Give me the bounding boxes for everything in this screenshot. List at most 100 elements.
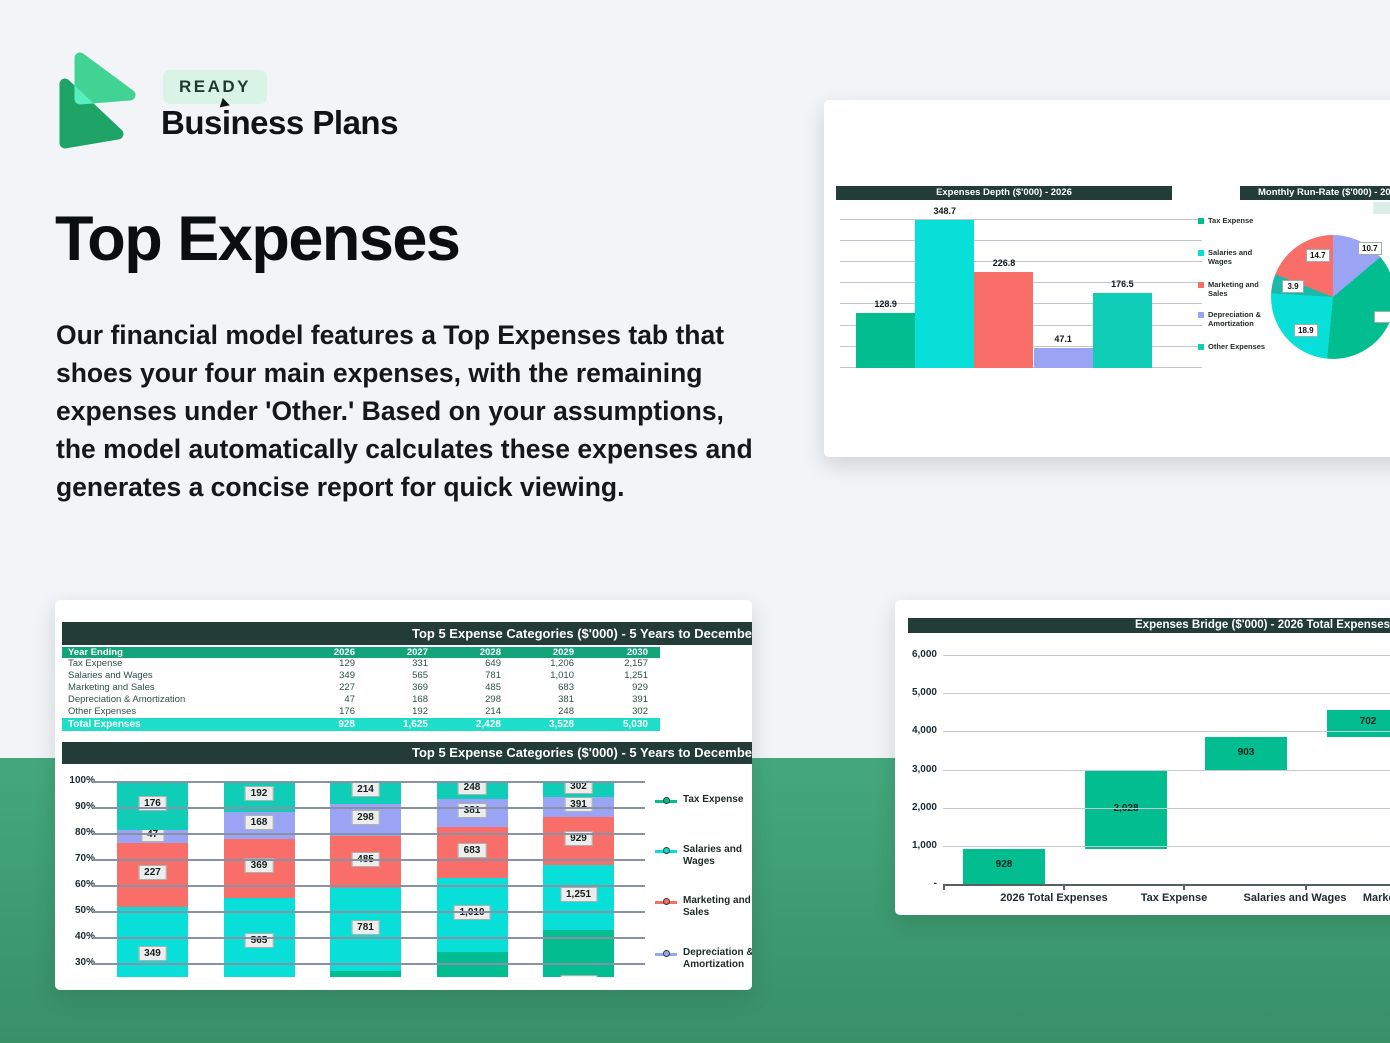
pie-slice-label: 10.7	[1358, 242, 1382, 255]
cell-value: 369	[412, 682, 428, 693]
stacked-bar: 12934922747176	[117, 781, 188, 977]
cell-value: 1,010	[550, 670, 574, 681]
row-label: Tax Expense	[68, 658, 123, 669]
cell-value: 3,528	[548, 719, 574, 730]
pie-slice-label: 3.9	[1282, 280, 1304, 293]
row-label: Depreciation & Amortization	[68, 694, 186, 705]
cell-value: 214	[485, 706, 501, 717]
gridline	[840, 261, 1202, 262]
bar	[1033, 348, 1093, 368]
table-row: Other Expenses 176 192 214 248 302	[62, 706, 660, 718]
y-axis-tick-label: 100%	[69, 775, 95, 786]
waterfall-value-label: 903	[1237, 746, 1255, 758]
gridline	[93, 911, 645, 913]
legend-marker-dot	[663, 797, 670, 804]
run-rate-pie	[1271, 235, 1390, 359]
legend-label: Marketing and Sales	[1208, 280, 1259, 298]
table-row: Marketing and Sales 227 369 485 683 929	[62, 682, 660, 694]
gridline	[943, 769, 1390, 771]
stacked-bar-plot: 1293492274717633156536916819264978148529…	[100, 781, 645, 977]
y-axis-tick-label: 30%	[74, 957, 95, 968]
card-expenses-depth: Expenses Depth ($'000) - 2026 Monthly Ru…	[824, 100, 1390, 457]
legend-label: Salaries and Wages	[1208, 248, 1253, 266]
row-label: Total Expenses	[68, 719, 141, 730]
segment-value-label: 781	[351, 919, 380, 935]
gridline	[93, 963, 645, 965]
bar-value-label: 176.5	[1111, 279, 1134, 290]
cell-value: 349	[339, 670, 355, 681]
waterfall-value-label: 702	[1359, 716, 1377, 728]
cell-value: 248	[558, 706, 574, 717]
depth-bar-plot	[840, 212, 1202, 368]
bar	[974, 271, 1034, 368]
y-axis-tick-label: 2,000	[911, 801, 937, 813]
y-axis-tick-label: 4,000	[911, 725, 937, 737]
table-title-bar: Top 5 Expense Categories ($'000) - 5 Yea…	[62, 622, 752, 645]
chart-title-monthly-run-rate: Monthly Run-Rate ($'000) - 2026	[1240, 186, 1390, 200]
legend-label: Depreciation & Amortization	[1208, 310, 1261, 328]
waterfall-bar	[963, 848, 1045, 884]
legend-item: Depreciation & Amortization	[1198, 310, 1278, 330]
bar-value-label: 226.8	[992, 257, 1016, 268]
table-row: Salaries and Wages 349 565 781 1,010 1,251	[62, 670, 660, 682]
stacked-bar: 1,2061,010683381248	[436, 781, 508, 977]
cell-value: 47	[344, 694, 355, 705]
segment-value-label: 1,251	[559, 887, 598, 903]
cell-value: 2030	[626, 647, 648, 658]
y-axis-tick-label: 1,000	[911, 840, 937, 851]
legend-marker	[1198, 218, 1204, 224]
waterfall-value-label: 928	[995, 859, 1013, 871]
segment-value-label: 214	[351, 782, 380, 798]
gridline	[943, 693, 1390, 695]
stacked-bar: 2,157 1,251 929 391 302	[543, 781, 614, 977]
clipped-chip	[1373, 202, 1390, 214]
gridline	[840, 239, 1202, 241]
y-axis-tick-label: 80%	[74, 827, 95, 838]
cell-value: 1,251	[624, 670, 648, 681]
chart-title-expenses-depth: Expenses Depth ($'000) - 2026	[836, 186, 1172, 200]
legend-marker	[1198, 312, 1204, 318]
bar-value-label: 348.7	[933, 206, 957, 217]
cell-value: 2,428	[475, 719, 501, 730]
pie-slice-label: 18.9	[1294, 324, 1318, 337]
top5-table: Year Ending 2026 2027 2028 2029 2030 Tax Expen…	[62, 647, 660, 731]
bar	[1092, 293, 1152, 368]
cell-value: 2028	[479, 647, 501, 658]
legend-marker-dot	[663, 950, 670, 957]
y-axis-tick-label: 70%	[74, 853, 95, 864]
stacked-bar: 649781485298214	[330, 781, 401, 977]
card-expenses-bridge: Expenses Bridge ($'000) - 2026 Total Exp…	[895, 600, 1390, 915]
cell-value: 485	[485, 682, 501, 693]
row-label: Marketing and Sales	[68, 682, 155, 693]
bar	[856, 313, 915, 368]
legend-marker	[1198, 282, 1204, 288]
gridline	[943, 655, 1390, 656]
waterfall-bar	[1085, 771, 1167, 849]
brand-name: Business Plans	[161, 104, 398, 141]
bar-segment	[330, 971, 401, 977]
legend-label: Marketing and Sales	[683, 895, 751, 918]
cell-value: 391	[632, 694, 648, 705]
segment-value-label: 391	[564, 796, 593, 812]
legend-label: Depreciation & Amortization	[683, 947, 752, 970]
table-total-row: Total Expenses 928 1,625 2,428 3,528 5,030	[62, 718, 660, 731]
cell-value: 2027	[406, 647, 428, 658]
segment-value-label: 168	[244, 815, 274, 831]
y-axis-tick-label: 90%	[74, 801, 95, 812]
gridline	[93, 807, 645, 809]
legend-marker	[1198, 250, 1204, 256]
legend-item: Marketing and Sales	[655, 895, 752, 927]
gridline	[93, 833, 645, 835]
segment-value-label: 929	[564, 830, 593, 846]
axis-tick	[1183, 884, 1185, 890]
segment-value-label: 298	[351, 809, 380, 825]
cell-value: 683	[558, 682, 574, 693]
segment-value-label: 683	[457, 842, 487, 858]
y-axis-tick-label: -	[933, 878, 937, 890]
page-title: Top Expenses	[55, 204, 461, 274]
segment-value-label: 349	[138, 945, 167, 961]
bar-segment	[436, 952, 508, 977]
segment-value-label: 2,157	[559, 975, 598, 977]
cell-value: 1,206	[550, 658, 574, 669]
